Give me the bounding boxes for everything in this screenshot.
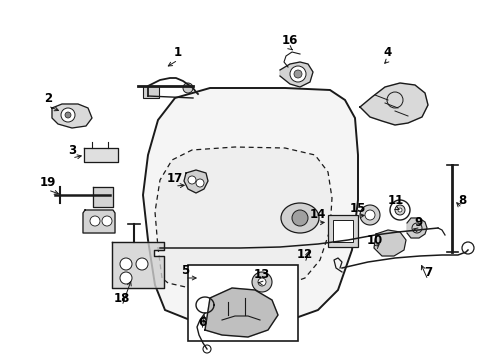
- Circle shape: [196, 179, 204, 187]
- Text: 8: 8: [458, 194, 466, 207]
- Polygon shape: [155, 147, 332, 290]
- Circle shape: [365, 210, 375, 220]
- Text: 1: 1: [174, 45, 182, 58]
- Polygon shape: [52, 104, 92, 128]
- Circle shape: [360, 205, 380, 225]
- Circle shape: [252, 272, 272, 292]
- Circle shape: [136, 258, 148, 270]
- Text: 4: 4: [384, 45, 392, 58]
- Circle shape: [290, 66, 306, 82]
- Text: 14: 14: [310, 208, 326, 221]
- Text: 19: 19: [40, 175, 56, 189]
- Circle shape: [183, 83, 193, 93]
- Circle shape: [61, 108, 75, 122]
- Text: 17: 17: [167, 171, 183, 184]
- Text: 7: 7: [424, 266, 432, 279]
- Bar: [188, 265, 298, 341]
- Text: 18: 18: [114, 292, 130, 305]
- Circle shape: [294, 70, 302, 78]
- Circle shape: [90, 216, 100, 226]
- Text: 10: 10: [367, 234, 383, 247]
- Polygon shape: [93, 187, 113, 207]
- Circle shape: [120, 272, 132, 284]
- Polygon shape: [205, 288, 278, 337]
- Circle shape: [188, 176, 196, 184]
- Bar: [333, 220, 353, 242]
- Polygon shape: [360, 83, 428, 125]
- Text: 15: 15: [350, 202, 366, 215]
- Text: 2: 2: [44, 91, 52, 104]
- Circle shape: [65, 112, 71, 118]
- Circle shape: [258, 278, 266, 286]
- Polygon shape: [374, 230, 406, 256]
- Text: 11: 11: [388, 194, 404, 207]
- Circle shape: [120, 258, 132, 270]
- Ellipse shape: [281, 203, 319, 233]
- Text: 9: 9: [414, 216, 422, 229]
- Polygon shape: [112, 242, 164, 288]
- Bar: [143, 86, 159, 98]
- Circle shape: [395, 205, 405, 215]
- Circle shape: [102, 216, 112, 226]
- Text: 5: 5: [181, 264, 189, 276]
- Text: 3: 3: [68, 144, 76, 157]
- Bar: [328, 215, 358, 247]
- Circle shape: [398, 208, 402, 212]
- Text: 6: 6: [198, 315, 206, 328]
- Text: 12: 12: [297, 248, 313, 261]
- Polygon shape: [407, 218, 427, 238]
- Text: 16: 16: [282, 33, 298, 46]
- Polygon shape: [83, 210, 115, 233]
- Polygon shape: [143, 88, 358, 325]
- Polygon shape: [84, 148, 118, 162]
- Polygon shape: [280, 62, 313, 87]
- Text: 13: 13: [254, 269, 270, 282]
- Polygon shape: [184, 170, 208, 193]
- Circle shape: [292, 210, 308, 226]
